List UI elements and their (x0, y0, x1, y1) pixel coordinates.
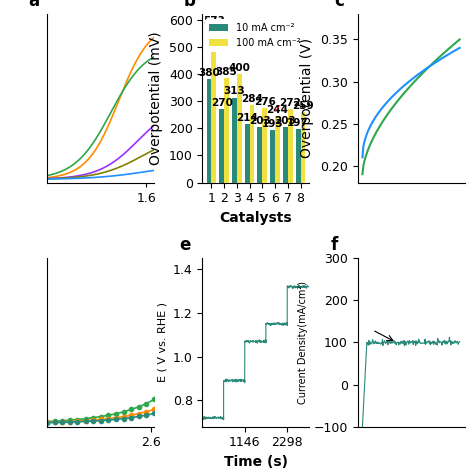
Text: 272: 272 (279, 98, 301, 108)
Bar (219, 109, 224, 182)
Text: 197: 197 (287, 118, 309, 128)
Text: e: e (179, 236, 191, 254)
Text: 400: 400 (228, 63, 250, 73)
Text: 244: 244 (266, 105, 289, 115)
Text: 193: 193 (262, 119, 283, 129)
Text: 214: 214 (236, 113, 258, 123)
Y-axis label: Overpotential (mV): Overpotential (mV) (149, 32, 163, 165)
Text: c: c (334, 0, 344, 10)
Bar (245, 125, 250, 182)
Text: a: a (28, 0, 39, 10)
Text: 203: 203 (274, 116, 296, 127)
Text: b: b (183, 0, 195, 10)
Y-axis label: Current Density(mA/cm²): Current Density(mA/cm²) (298, 281, 308, 404)
Bar (296, 129, 301, 182)
Bar (262, 108, 267, 182)
Text: 313: 313 (224, 86, 246, 97)
Text: f: f (331, 236, 338, 254)
Text: 276: 276 (254, 97, 276, 107)
Text: 203: 203 (249, 116, 271, 127)
Bar (250, 105, 255, 182)
X-axis label: Catalysts: Catalysts (219, 211, 292, 225)
Text: 259: 259 (292, 101, 314, 111)
Text: 573: 573 (203, 16, 225, 26)
Text: 385: 385 (216, 67, 237, 77)
Bar (301, 112, 305, 182)
Bar (257, 128, 262, 182)
Text: 284: 284 (241, 94, 263, 104)
Bar (283, 128, 288, 182)
Y-axis label: Overpotential (V): Overpotential (V) (301, 38, 314, 158)
Text: 380: 380 (198, 68, 220, 78)
Bar (288, 109, 292, 182)
Bar (237, 74, 242, 182)
Bar (207, 79, 211, 182)
Bar (270, 130, 275, 182)
Legend: 10 mA cm⁻², 100 mA cm⁻²: 10 mA cm⁻², 100 mA cm⁻² (205, 19, 305, 52)
Y-axis label: E ( V vs. RHE ): E ( V vs. RHE ) (157, 302, 167, 383)
Bar (224, 78, 229, 182)
Bar (211, 27, 216, 182)
Text: ✓: ✓ (273, 104, 282, 114)
Bar (232, 98, 237, 182)
X-axis label: Time (s): Time (s) (224, 455, 288, 469)
Text: 270: 270 (211, 98, 233, 108)
Bar (275, 116, 280, 182)
